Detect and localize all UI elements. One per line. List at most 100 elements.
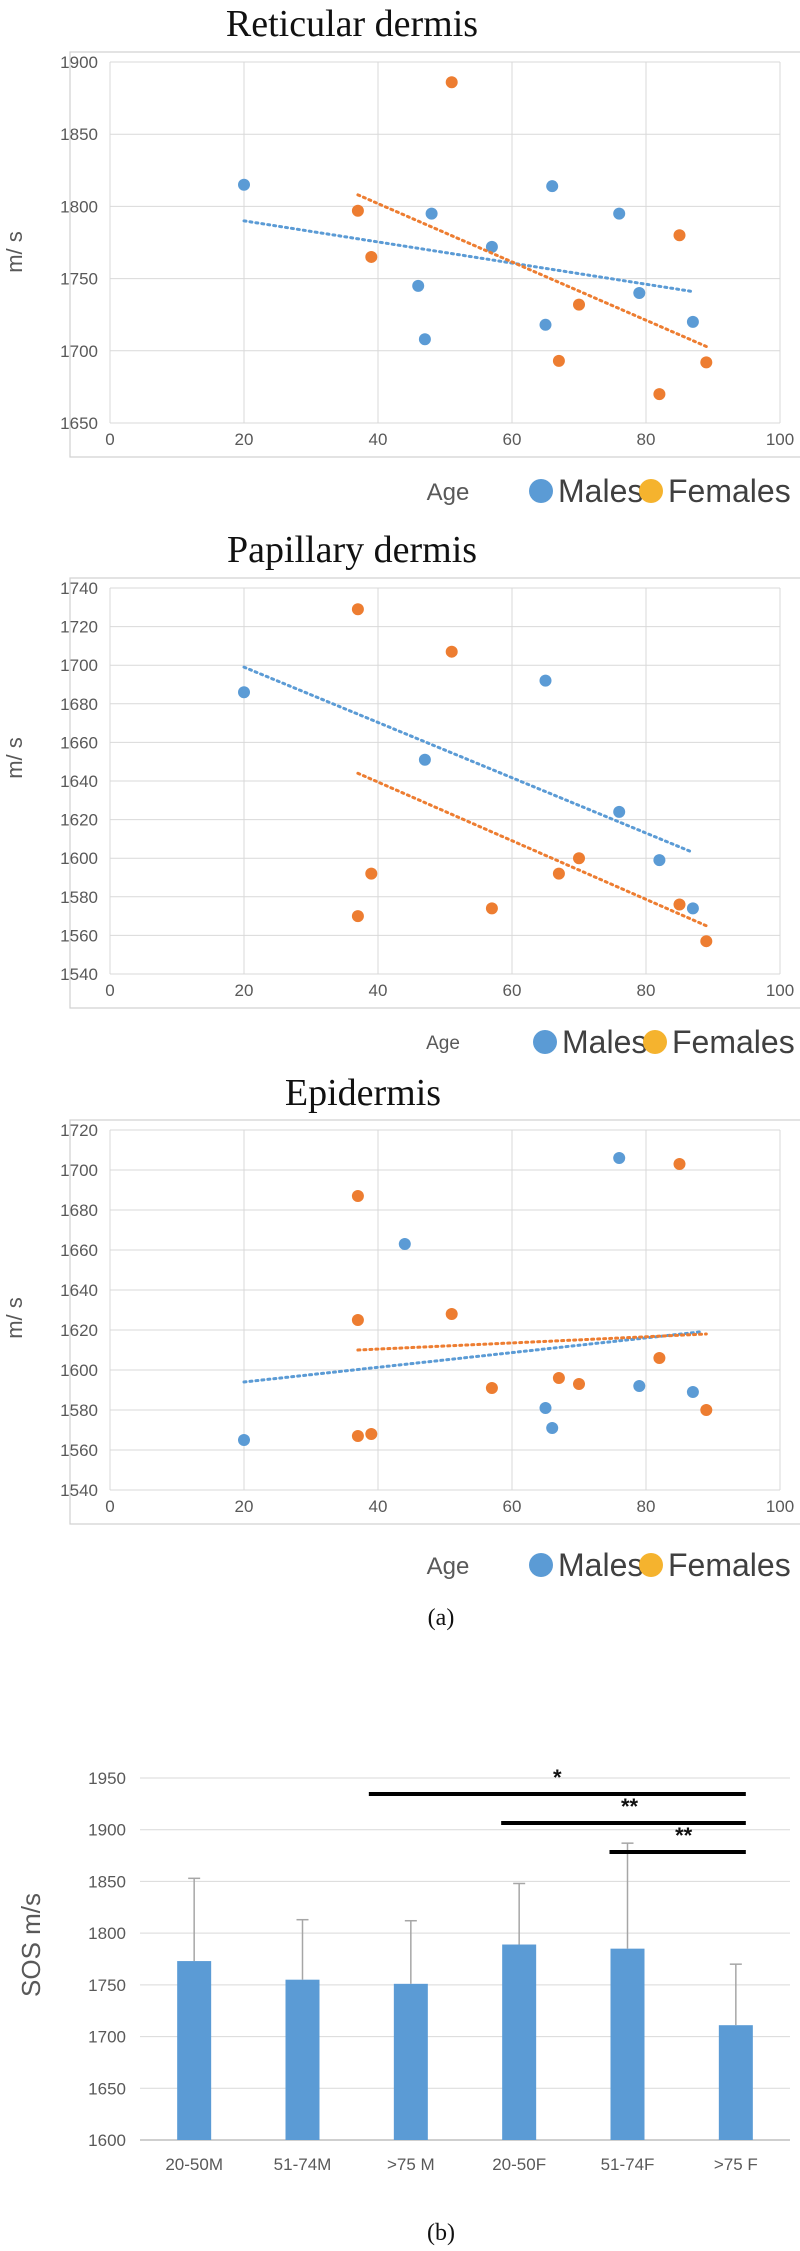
y-tick-label: 1600 bbox=[88, 2131, 126, 2150]
x-tick-label: 0 bbox=[105, 430, 114, 449]
y-tick-label: 1650 bbox=[88, 2079, 126, 2098]
data-point-females bbox=[653, 1352, 666, 1364]
data-point-females bbox=[552, 354, 565, 367]
chart-title: Reticular dermis bbox=[226, 3, 478, 45]
x-tick-label: 100 bbox=[766, 430, 794, 449]
data-point-males bbox=[633, 1380, 646, 1392]
data-point-females bbox=[445, 645, 458, 658]
bar bbox=[393, 1983, 428, 2140]
y-tick-label: 1620 bbox=[60, 1321, 98, 1340]
y-tick-label: 1700 bbox=[88, 2028, 126, 2047]
y-tick-label: 1680 bbox=[60, 1201, 98, 1220]
y-tick-label: 1720 bbox=[60, 1121, 98, 1140]
data-point-females bbox=[653, 388, 666, 401]
x-tick-label: 40 bbox=[369, 430, 388, 449]
legend-marker-males bbox=[533, 1030, 557, 1054]
y-tick-label: 1540 bbox=[60, 1481, 98, 1500]
x-tick-label: 20 bbox=[235, 430, 254, 449]
data-point-females bbox=[573, 852, 585, 865]
y-tick-label: 1560 bbox=[60, 926, 98, 945]
data-point-males bbox=[546, 1422, 559, 1434]
data-point-females bbox=[351, 1314, 364, 1326]
x-tick-label: 80 bbox=[637, 981, 656, 1000]
y-tick-label: 1850 bbox=[60, 125, 98, 144]
x-tick-label: 20 bbox=[235, 1497, 254, 1516]
legend-label-females: Females bbox=[672, 1024, 795, 1060]
trendline-males bbox=[242, 1330, 702, 1384]
data-point-males bbox=[613, 1152, 626, 1164]
papillary-dermis-chart: Papillary dermis m/ s Age Males Females … bbox=[2, 529, 800, 1060]
bar bbox=[610, 1948, 645, 2140]
legend-marker-females bbox=[639, 1553, 663, 1577]
chart-title: Papillary dermis bbox=[227, 529, 477, 571]
x-axis-label: Age bbox=[426, 1033, 460, 1054]
data-point-females bbox=[552, 867, 565, 880]
y-axis-label: SOS m/s bbox=[16, 1893, 46, 1997]
chart-title: Epidermis bbox=[285, 1072, 441, 1114]
y-tick-label: 1740 bbox=[60, 579, 98, 598]
data-point-females bbox=[445, 1308, 458, 1320]
data-point-females bbox=[700, 356, 713, 369]
y-tick-label: 1720 bbox=[60, 618, 98, 637]
chart-frame bbox=[69, 51, 800, 458]
y-tick-label: 1900 bbox=[88, 1821, 126, 1840]
data-point-males bbox=[238, 178, 250, 191]
legend-label-males: Males bbox=[558, 473, 643, 509]
legend-marker-females bbox=[639, 479, 663, 503]
x-tick-label: 60 bbox=[503, 1497, 522, 1516]
y-tick-label: 1900 bbox=[60, 53, 98, 72]
y-tick-label: 1560 bbox=[60, 1441, 98, 1460]
data-point-females bbox=[700, 1404, 713, 1416]
data-point-males bbox=[398, 1238, 411, 1250]
sos-bar-chart: SOS m/s 1600 1650 1700 1750 1800 1850 1900 1950… bbox=[16, 1765, 790, 2174]
data-point-females bbox=[445, 76, 458, 89]
data-point-females bbox=[485, 1382, 498, 1394]
y-tick-label: 1950 bbox=[88, 1769, 126, 1788]
x-tick-label: 100 bbox=[766, 981, 794, 1000]
data-point-females bbox=[365, 250, 378, 263]
trendline-males bbox=[242, 219, 695, 294]
data-point-females bbox=[351, 603, 364, 616]
y-tick-label: 1660 bbox=[60, 1241, 98, 1260]
chart-frame bbox=[69, 577, 800, 1009]
data-point-females bbox=[700, 935, 713, 948]
y-tick-label: 1660 bbox=[60, 733, 98, 752]
y-tick-label: 1580 bbox=[60, 1401, 98, 1420]
data-point-males bbox=[686, 1386, 699, 1398]
reticular-dermis-chart: Reticular dermis m/ s Age Males Females … bbox=[2, 3, 800, 509]
y-tick-label: 1640 bbox=[60, 1281, 98, 1300]
data-point-males bbox=[539, 674, 552, 687]
x-tick-label: 20-50M bbox=[165, 2155, 223, 2174]
y-tick-label: 1580 bbox=[60, 888, 98, 907]
legend-marker-males bbox=[529, 479, 553, 503]
y-tick-label: 1640 bbox=[60, 772, 98, 791]
y-tick-label: 1850 bbox=[88, 1872, 126, 1891]
data-point-females bbox=[573, 298, 585, 311]
x-tick-label: 51-74M bbox=[274, 2155, 332, 2174]
x-tick-label: 100 bbox=[766, 1497, 794, 1516]
data-point-females bbox=[351, 1430, 364, 1442]
x-axis-label: Age bbox=[427, 1553, 470, 1580]
y-tick-label: 1700 bbox=[60, 656, 98, 675]
legend-label-males: Males bbox=[558, 1547, 643, 1583]
data-point-males bbox=[425, 207, 438, 220]
x-tick-label: 80 bbox=[637, 430, 656, 449]
y-tick-label: 1600 bbox=[60, 1361, 98, 1380]
x-tick-label: 80 bbox=[637, 1497, 656, 1516]
y-tick-label: 1700 bbox=[60, 1161, 98, 1180]
x-tick-label: 40 bbox=[369, 981, 388, 1000]
x-tick-label: 60 bbox=[503, 981, 522, 1000]
y-tick-label: 1750 bbox=[60, 270, 98, 289]
x-tick-label: 20 bbox=[235, 981, 254, 1000]
legend-label-males: Males bbox=[562, 1024, 647, 1060]
data-point-males bbox=[546, 180, 559, 193]
data-point-females bbox=[351, 1190, 364, 1202]
chart-frame bbox=[69, 1119, 800, 1525]
significance-label: ** bbox=[621, 1794, 639, 1819]
x-tick-label: 0 bbox=[105, 981, 114, 1000]
x-axis-label: Age bbox=[427, 479, 470, 506]
data-point-females bbox=[673, 898, 686, 911]
data-point-males bbox=[613, 805, 626, 818]
data-point-males bbox=[653, 854, 666, 867]
